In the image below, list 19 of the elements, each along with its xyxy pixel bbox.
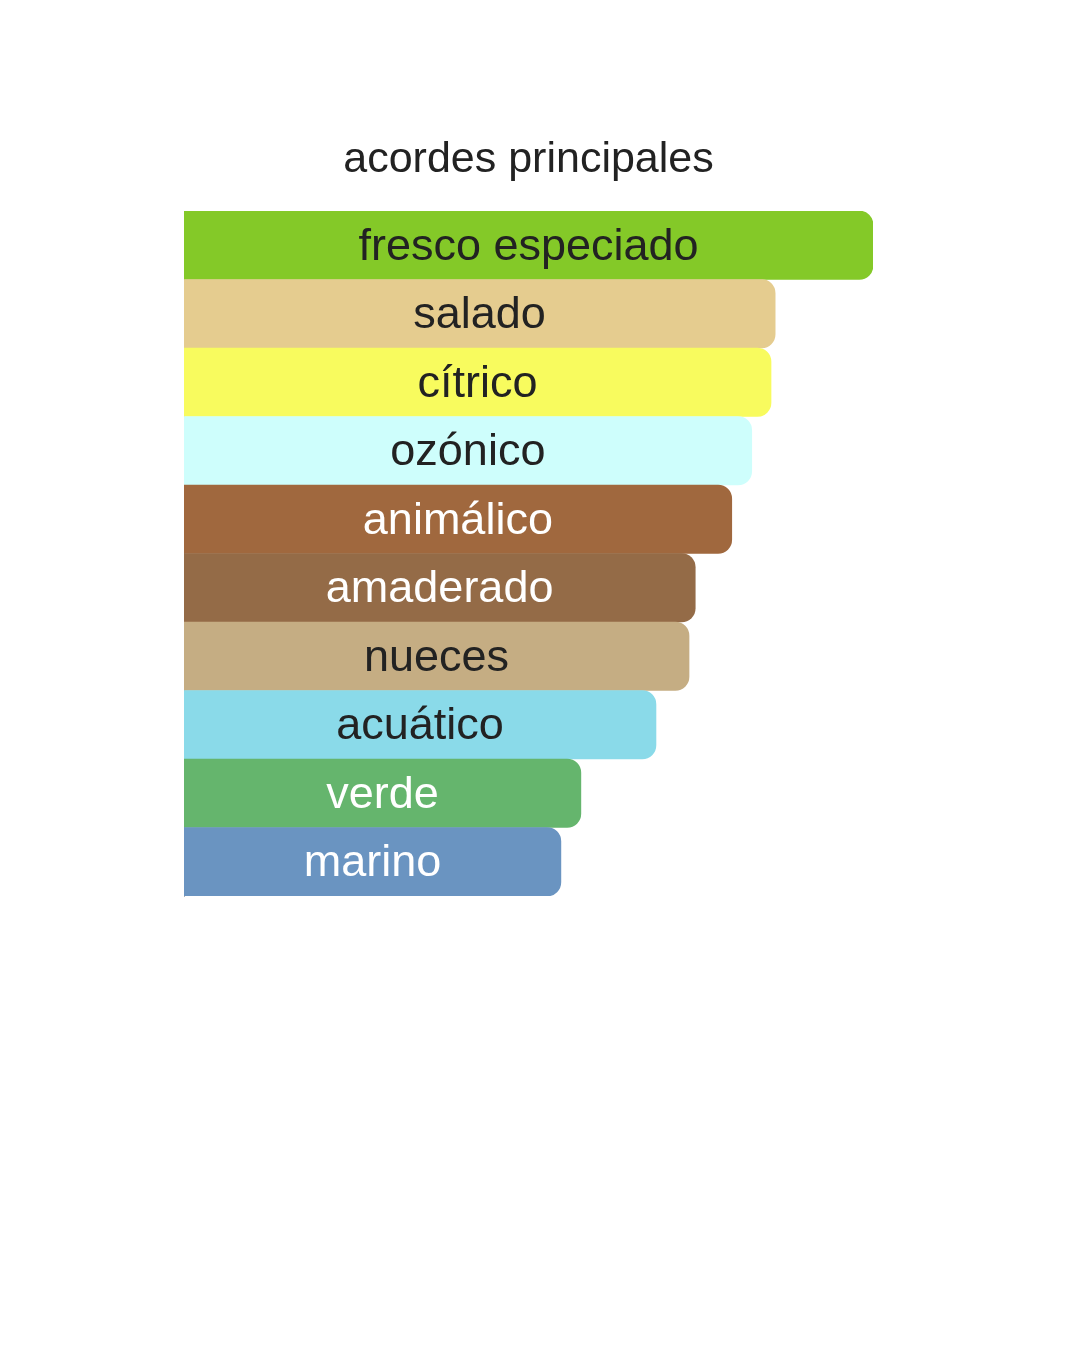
y-tick-label: verde (326, 766, 439, 818)
y-tick-label: acuático (336, 698, 504, 750)
bar (184, 416, 753, 486)
y-tick-label: salado (413, 287, 546, 339)
y-tick-label: animálico (362, 492, 553, 544)
chart-title: acordes principales (343, 132, 714, 181)
bar (184, 279, 776, 349)
bar (184, 758, 582, 828)
y-tick-label: fresco especiado (358, 218, 699, 270)
bar (184, 690, 657, 760)
y-tick-label: ozónico (390, 424, 546, 476)
bar (184, 347, 772, 417)
y-tick-label: nueces (363, 629, 510, 681)
y-tick-label: marino (303, 835, 442, 887)
bar (184, 621, 690, 691)
y-tick-label: cítrico (417, 355, 538, 407)
bar (184, 827, 562, 896)
bar (184, 211, 873, 280)
y-tick-label: amaderado (325, 561, 554, 613)
